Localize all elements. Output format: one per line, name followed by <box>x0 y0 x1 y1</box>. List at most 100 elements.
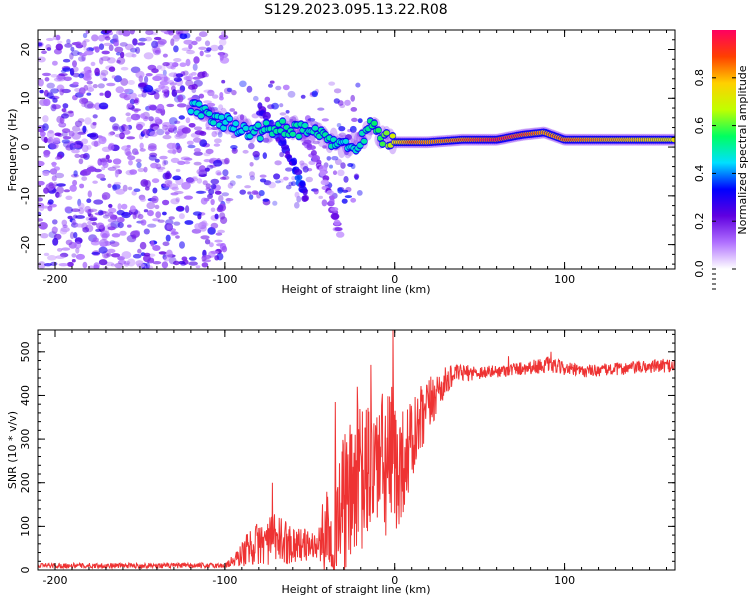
noise-speck <box>98 102 109 110</box>
noise-speck <box>85 208 94 214</box>
noise-speck <box>347 163 354 167</box>
noise-speck <box>350 197 357 203</box>
noise-speck <box>162 134 172 140</box>
noise-speck <box>222 175 230 180</box>
noise-speck <box>72 144 82 149</box>
noise-speck <box>113 42 119 47</box>
snr-x-label: Height of straight line (km) <box>281 583 430 596</box>
noise-speck <box>204 239 211 245</box>
ridge-band <box>361 138 368 144</box>
noise-speck <box>307 118 316 122</box>
ridge-halo <box>350 130 358 145</box>
ridge-core <box>671 138 675 142</box>
noise-speck <box>156 128 165 136</box>
ridge-band <box>379 141 386 147</box>
noise-speck <box>279 103 284 108</box>
noise-speck <box>170 38 175 46</box>
noise-speck <box>273 173 281 180</box>
noise-speck <box>108 66 116 72</box>
noise-speck <box>336 123 342 128</box>
noise-speck <box>328 81 336 86</box>
noise-speck <box>338 132 347 138</box>
colorbar-tick-label: 0.8 <box>693 69 706 87</box>
noise-speck <box>125 151 132 157</box>
noise-speck <box>207 89 215 97</box>
noise-speck <box>214 239 223 243</box>
snr-x-tick-label: -200 <box>43 574 68 587</box>
noise-speck <box>172 175 182 181</box>
noise-speck <box>159 155 168 160</box>
noise-speck <box>268 83 273 88</box>
noise-speck <box>69 184 77 192</box>
noise-speck <box>151 195 159 204</box>
noise-speck <box>154 92 160 100</box>
noise-speck <box>204 40 211 47</box>
noise-speck <box>247 191 252 195</box>
noise-speck <box>193 148 201 153</box>
noise-speck <box>269 80 275 84</box>
noise-speck <box>206 47 212 52</box>
noise-speck <box>156 65 162 70</box>
noise-speck <box>350 163 356 170</box>
noise-speck <box>38 180 45 186</box>
noise-speck <box>92 114 98 119</box>
noise-speck <box>181 127 191 134</box>
noise-speck <box>285 167 293 172</box>
noise-speck <box>114 46 124 53</box>
noise-speck <box>67 215 73 220</box>
noise-speck <box>42 72 51 77</box>
noise-speck <box>86 92 92 96</box>
noise-speck <box>107 166 117 171</box>
noise-speck <box>99 92 104 96</box>
snr-y-tick-label: 300 <box>19 429 32 450</box>
noise-speck <box>81 144 89 153</box>
noise-speck <box>50 261 58 266</box>
noise-speck <box>244 185 252 189</box>
noise-speck <box>143 209 149 213</box>
noise-speck <box>203 159 211 163</box>
noise-speck <box>68 130 75 137</box>
noise-speck <box>86 80 93 85</box>
snr-y-tick-label: 500 <box>19 341 32 362</box>
noise-speck <box>205 54 211 58</box>
noise-speck <box>165 252 173 258</box>
noise-speck <box>84 205 91 213</box>
ridge-band <box>330 137 337 143</box>
noise-speck <box>272 200 278 206</box>
noise-speck <box>148 104 157 111</box>
colorbar-tick-label: 0.6 <box>693 117 706 135</box>
snr-x-tick-label: 0 <box>391 574 398 587</box>
noise-speck <box>126 144 131 148</box>
ridge-band <box>371 120 378 126</box>
noise-speck <box>94 46 100 53</box>
noise-speck <box>296 195 302 203</box>
noise-speck <box>165 131 170 135</box>
noise-speck <box>43 153 50 158</box>
noise-speck <box>139 197 146 202</box>
noise-speck <box>119 125 125 133</box>
noise-speck <box>147 210 154 217</box>
noise-speck <box>54 172 65 179</box>
ridge-band <box>279 118 286 124</box>
noise-speck <box>191 83 198 90</box>
noise-speck <box>192 63 198 71</box>
noise-speck <box>143 166 148 173</box>
noise-speck <box>248 194 254 200</box>
noise-speck <box>338 126 346 132</box>
noise-speck <box>217 203 227 212</box>
noise-speck <box>217 131 223 138</box>
noise-speck <box>159 80 169 86</box>
noise-speck <box>133 99 139 104</box>
noise-speck <box>196 190 207 194</box>
noise-speck <box>221 192 230 197</box>
noise-speck <box>198 31 208 38</box>
noise-speck <box>137 248 142 254</box>
noise-speck <box>282 84 290 91</box>
noise-speck <box>78 207 85 215</box>
noise-speck <box>148 116 154 122</box>
noise-speck <box>74 153 81 158</box>
noise-speck <box>259 178 267 183</box>
snr-y-tick-label: 0 <box>19 567 32 574</box>
noise-speck <box>122 30 131 37</box>
noise-speck <box>195 36 202 42</box>
